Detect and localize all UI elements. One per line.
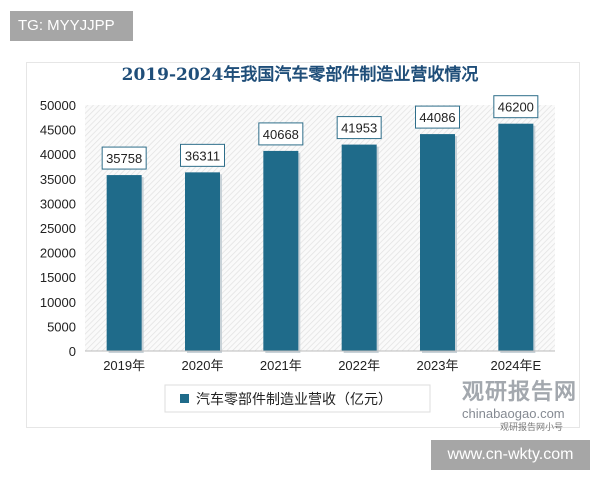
x-tick-label: 2023年: [417, 358, 459, 373]
y-tick-label: 45000: [40, 123, 76, 138]
x-tick-label: 2022年: [338, 358, 380, 373]
chart-title: 2019-2024年我国汽车零部件制造业营收情况: [122, 64, 479, 85]
x-tick-label: 2024年E: [491, 358, 542, 373]
data-label-box: [101, 146, 147, 170]
x-tick-label: 2021年: [260, 358, 302, 373]
legend-label: 汽车零部件制造业营收（亿元）: [196, 391, 392, 407]
data-label: 46200: [498, 100, 534, 115]
x-tick-label: 2019年: [103, 358, 145, 373]
bar: [106, 175, 142, 351]
data-label-box: [258, 122, 304, 146]
bar: [263, 150, 299, 351]
data-label: 35758: [106, 151, 142, 166]
data-label: 41953: [341, 121, 377, 136]
y-tick-label: 25000: [40, 221, 76, 236]
data-label-box: [415, 105, 460, 129]
data-label: 36311: [185, 148, 220, 163]
data-label-box: [336, 116, 382, 140]
data-label: 40668: [263, 127, 299, 142]
y-tick-label: 15000: [40, 270, 76, 285]
y-tick-label: 0: [69, 344, 76, 359]
bar: [341, 144, 377, 351]
bar: [420, 134, 455, 351]
y-tick-label: 30000: [40, 196, 76, 211]
y-tick-label: 40000: [40, 147, 76, 162]
watermark-sub: 观研报告网小号: [500, 422, 564, 432]
y-tick-label: 5000: [47, 319, 76, 334]
legend-swatch: [180, 394, 189, 403]
plot-area: [85, 105, 555, 351]
url-tag: www.cn-wkty.com: [431, 440, 590, 470]
watermark-brand: 观研报告网: [462, 379, 578, 404]
y-tick-label: 10000: [40, 295, 76, 310]
data-label-box: [493, 95, 539, 119]
y-tick-label: 35000: [40, 172, 76, 187]
data-label-box: [180, 143, 225, 167]
watermark-site: chinabaogao.com: [462, 406, 565, 421]
y-tick-label: 50000: [40, 98, 76, 113]
x-tick-label: 2020年: [182, 358, 224, 373]
bar: [498, 123, 534, 351]
bar: [185, 172, 220, 351]
legend: 汽车零部件制造业营收（亿元）: [164, 384, 431, 413]
watermark-logo: 观研报告网 chinabaogao.com 观研报告网小号: [462, 379, 587, 437]
data-label: 44086: [419, 110, 455, 125]
y-tick-label: 20000: [40, 246, 76, 261]
tg-tag: TG: MYYJJPP: [10, 11, 133, 41]
